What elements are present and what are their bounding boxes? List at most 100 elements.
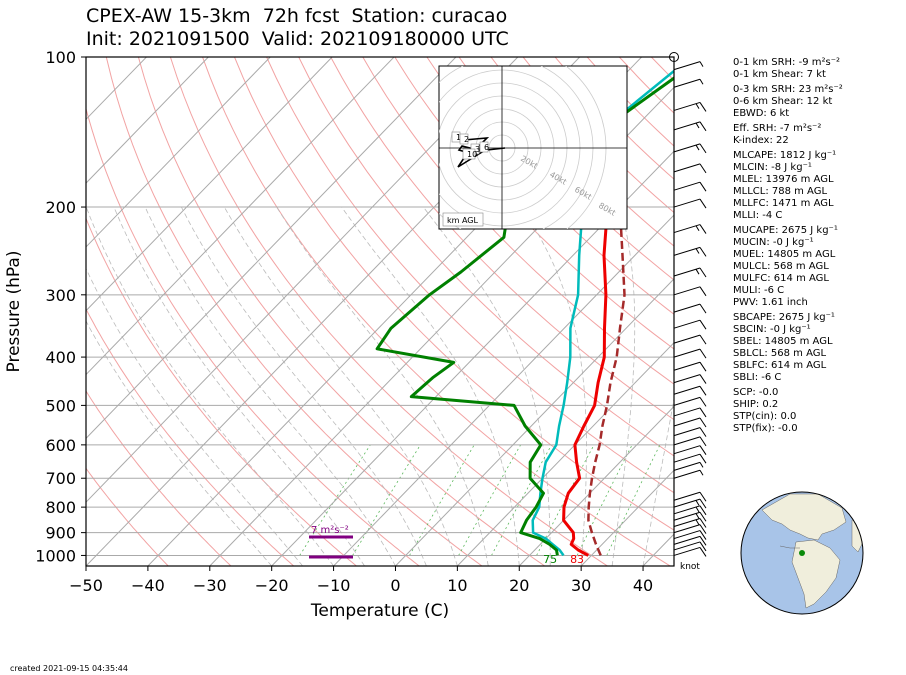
wind-barb (673, 246, 707, 257)
x-tick-label: 0 (390, 576, 400, 595)
dewpoint-line (531, 69, 674, 557)
dry-adiabat (86, 390, 232, 566)
dry-adiabat (105, 57, 483, 566)
y-tick-label: 900 (45, 524, 76, 543)
parameter-item: 0-3 km SRH: 23 m²s⁻² (733, 84, 843, 95)
parameter-item: Eff. SRH: -7 m²s⁻² (733, 123, 822, 134)
moist-adiabat (86, 206, 334, 566)
isotherm (86, 57, 519, 503)
dry-adiabat (426, 57, 674, 315)
parameter-item: PWV: 1.61 inch (733, 297, 808, 308)
wind-barb (673, 334, 707, 345)
hodograph-marker-box (459, 133, 469, 145)
x-tick-label: 10 (447, 576, 467, 595)
wind-barb (673, 198, 707, 209)
moist-adiabat (223, 206, 458, 566)
parameter-item: 0-1 km SRH: -9 m²s⁻² (733, 57, 840, 68)
dry-adiabat (266, 57, 674, 494)
inset-label: km AGL (447, 216, 479, 225)
isotherm (457, 341, 674, 566)
y-tick-label: 100 (45, 48, 76, 67)
wind-barb (673, 61, 704, 71)
dry-adiabat (137, 57, 545, 566)
moist-adiabat (341, 206, 520, 566)
mixing-ratio-line (606, 444, 661, 556)
wind-barbs: knot (669, 52, 707, 572)
parameter-item: 0-6 km Shear: 12 kt (733, 96, 833, 107)
parameter-item: SHIP: 0.2 (733, 399, 779, 410)
parameter-item: MLCAPE: 1812 J kg⁻¹ (733, 150, 837, 161)
wind-barb (673, 511, 707, 522)
moist-adiabat (611, 206, 636, 566)
isotherm (86, 57, 209, 184)
dry-adiabat (458, 57, 674, 281)
parameter-item: EBWD: 6 kt (733, 108, 790, 119)
isotherm (271, 150, 674, 566)
wind-barb (673, 348, 707, 359)
dry-adiabat (86, 308, 295, 566)
wind-barb (673, 374, 707, 384)
parameter-item: SBCIN: -0 J kg⁻¹ (733, 324, 811, 335)
south-america-land (791, 539, 841, 609)
isotherm (395, 278, 674, 566)
inset-label-box (442, 212, 484, 227)
y-tick-label: 300 (45, 286, 76, 305)
x-tick-label: 30 (571, 576, 591, 595)
isotherm (86, 57, 395, 376)
parameter-item: SBLFC: 614 m AGL (733, 360, 827, 371)
moist-adiabat (642, 396, 674, 566)
wind-barb (673, 361, 707, 372)
moist-adiabat (86, 267, 303, 566)
dry-adiabat (86, 467, 169, 566)
mixing-ratio-line (352, 444, 421, 556)
parameter-item: SCP: -0.0 (733, 387, 779, 398)
north-america-land (761, 493, 847, 541)
dry-adiabat (86, 106, 420, 566)
y-tick-label: 1000 (35, 546, 76, 565)
isotherm (580, 469, 674, 566)
dry-adiabat (394, 57, 674, 350)
moist-adiabat (181, 206, 427, 566)
dry-adiabat (362, 57, 674, 385)
moist-adiabat (276, 206, 489, 566)
wind-barb (673, 407, 707, 418)
barb-unit-label: knot (680, 562, 700, 572)
parameter-item: MLEL: 13976 m AGL (733, 174, 834, 185)
parameter-item: K-index: 22 (733, 135, 789, 146)
dry-adiabat (169, 57, 608, 566)
parameter-item: MULI: -6 C (733, 285, 785, 296)
wind-barb (673, 535, 707, 546)
moist-adiabat (144, 206, 396, 566)
dry-adiabat (330, 57, 674, 421)
parameter-item: MUCAPE: 2675 J kg⁻¹ (733, 225, 838, 236)
parameter-item: 0-1 km Shear: 7 kt (733, 69, 826, 80)
dry-adiabat (86, 217, 357, 566)
moist-adiabat (423, 206, 551, 566)
wind-barb (673, 121, 707, 132)
x-tick-label: 20 (509, 576, 529, 595)
created-timestamp: created 2021-09-15 04:35:44 (10, 664, 128, 673)
wind-barb (673, 224, 707, 234)
y-tick-label: 600 (45, 436, 76, 455)
dry-adiabat (234, 57, 674, 531)
parameter-item: SBLCL: 568 m AGL (733, 348, 827, 359)
wind-barb (673, 436, 707, 447)
x-tick-label: −30 (193, 576, 227, 595)
parameter-item: SBCAPE: 2675 J kg⁻¹ (733, 312, 835, 323)
axes: −50 −40 −30 −20 −10 0 10 20 30 40 100 200 300 400 500 6… (4, 48, 675, 621)
surface-temperature-label: 83 (570, 553, 584, 566)
wind-barb (673, 78, 704, 88)
parameter-item: MUEL: 14805 m AGL (733, 249, 836, 260)
wind-barb (673, 303, 707, 314)
temperature-line (562, 113, 619, 557)
parameter-item: STP(fix): -0.0 (733, 423, 798, 434)
wind-barb (673, 461, 704, 471)
wind-barb (673, 530, 707, 540)
x-tick-label: −50 (69, 576, 103, 595)
surface-wetbulb-label: 75 (543, 553, 557, 566)
parameter-item: SBLI: -6 C (733, 372, 782, 383)
y-tick-label: 700 (45, 469, 76, 488)
x-tick-label: −40 (131, 576, 165, 595)
isotherm (518, 405, 674, 566)
